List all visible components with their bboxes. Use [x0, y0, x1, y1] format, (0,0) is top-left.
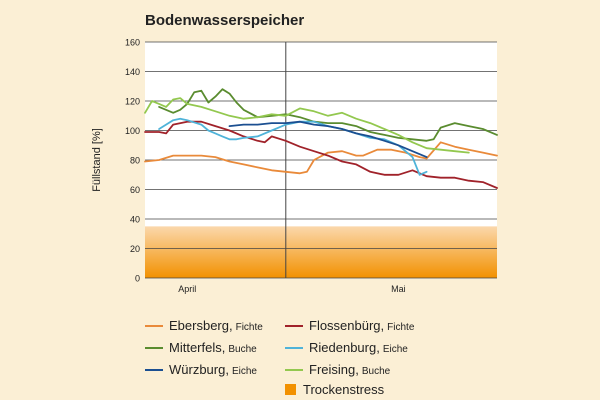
drought-stress-band — [145, 226, 497, 278]
legend-swatch — [285, 346, 303, 349]
legend-swatch — [285, 368, 303, 371]
y-tick-label: 0 — [135, 274, 140, 284]
legend-label: Flossenbürg, — [309, 318, 385, 333]
legend-item-ebersberg: Ebersberg, Fichte — [145, 318, 263, 333]
legend-swatch — [145, 346, 163, 349]
legend-item-flossenburg: Flossenbürg, Fichte — [285, 318, 414, 333]
y-axis-label: Füllstand [%] — [91, 128, 103, 192]
y-tick-label: 40 — [130, 215, 140, 225]
y-tick-label: 160 — [125, 38, 140, 48]
chart-title: Bodenwasserspeicher — [145, 12, 304, 29]
legend-label: Mitterfels, — [169, 340, 226, 355]
y-tick-label: 120 — [125, 97, 140, 107]
legend-sublabel: Eiche — [231, 366, 257, 377]
y-tick-label: 60 — [130, 185, 140, 195]
legend-item-riedenburg: Riedenburg, Eiche — [285, 340, 408, 355]
y-tick-label: 80 — [130, 156, 140, 166]
series-line — [144, 141, 498, 175]
legend-label: Würzburg, — [169, 362, 229, 377]
legend-sublabel: Fichte — [235, 322, 263, 333]
legend-item-freising: Freising, Buche — [285, 362, 390, 377]
x-month-label: April — [178, 284, 196, 294]
legend-sublabel: Fichte — [387, 322, 415, 333]
legend-sublabel: Buche — [361, 366, 391, 377]
legend-swatch — [145, 324, 163, 327]
legend-stress-box — [285, 384, 296, 395]
legend-swatch — [285, 324, 303, 327]
legend-item-wurzburg: Würzburg, Eiche — [145, 362, 257, 377]
legend-swatch — [145, 368, 163, 371]
legend-sublabel: Eiche — [382, 344, 408, 355]
legend-label: Riedenburg, — [309, 340, 380, 355]
series-line — [158, 88, 498, 142]
y-tick-label: 100 — [125, 126, 140, 136]
legend-label: Freising, — [309, 362, 359, 377]
legend-item-trockenstress: Trockenstress — [285, 382, 384, 397]
legend-label: Trockenstress — [303, 382, 385, 397]
series-line — [144, 120, 498, 189]
legend-sublabel: Buche — [228, 344, 257, 355]
series-line — [228, 120, 428, 158]
legend-label: Ebersberg, — [169, 318, 233, 333]
y-tick-label: 140 — [125, 67, 140, 77]
series-line — [144, 97, 470, 154]
legend-item-mitterfels: Mitterfels, Buche — [145, 340, 257, 355]
y-tick-label: 20 — [130, 244, 140, 254]
x-month-label: Mai — [391, 284, 406, 294]
